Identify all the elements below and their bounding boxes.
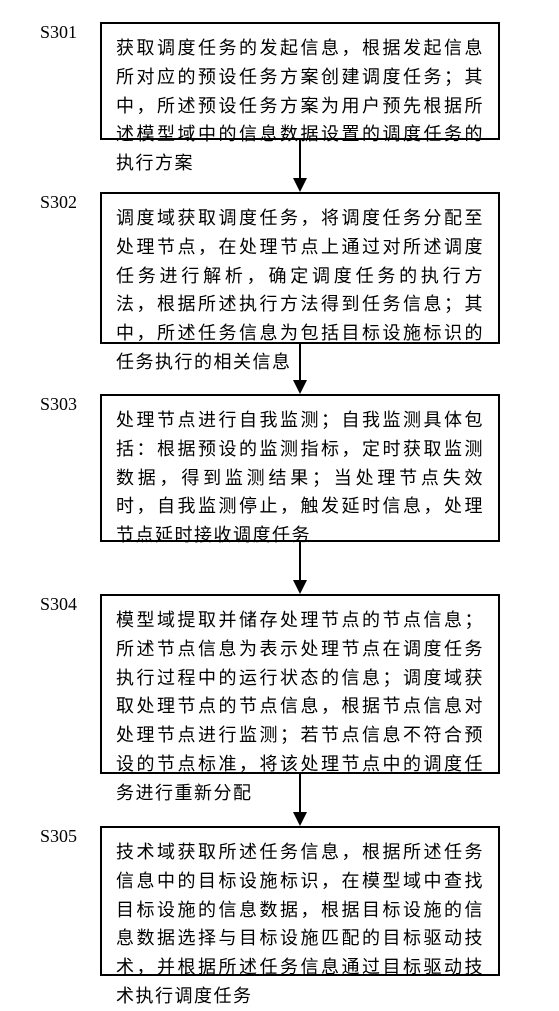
step-label-s301: S301: [40, 22, 77, 43]
step-box-s304: 模型域提取并储存处理节点的节点信息；所述节点信息为表示处理节点在调度任务执行过程…: [100, 594, 500, 774]
step-box-s301: 获取调度任务的发起信息，根据发起信息所对应的预设任务方案创建调度任务；其中，所述…: [100, 22, 500, 140]
arrow-line-3: [299, 542, 301, 580]
step-label-s303: S303: [40, 394, 77, 415]
arrow-line-4: [299, 774, 301, 812]
arrow-head-1: [293, 178, 307, 192]
flowchart-canvas: S301 获取调度任务的发起信息，根据发起信息所对应的预设任务方案创建调度任务；…: [0, 0, 559, 1000]
step-label-s302: S302: [40, 192, 77, 213]
step-box-s305: 技术域获取所述任务信息，根据所述任务信息中的目标设施标识，在模型域中查找目标设施…: [100, 826, 500, 976]
step-box-s302: 调度域获取调度任务，将调度任务分配至处理节点，在处理节点上通过对所述调度任务进行…: [100, 192, 500, 344]
arrow-head-2: [293, 380, 307, 394]
arrow-line-2: [299, 344, 301, 380]
arrow-head-4: [293, 812, 307, 826]
arrow-line-1: [299, 140, 301, 178]
step-label-s304: S304: [40, 594, 77, 615]
step-box-s303: 处理节点进行自我监测；自我监测具体包括：根据预设的监测指标，定时获取监测数据，得…: [100, 394, 500, 542]
step-label-s305: S305: [40, 826, 77, 847]
arrow-head-3: [293, 580, 307, 594]
